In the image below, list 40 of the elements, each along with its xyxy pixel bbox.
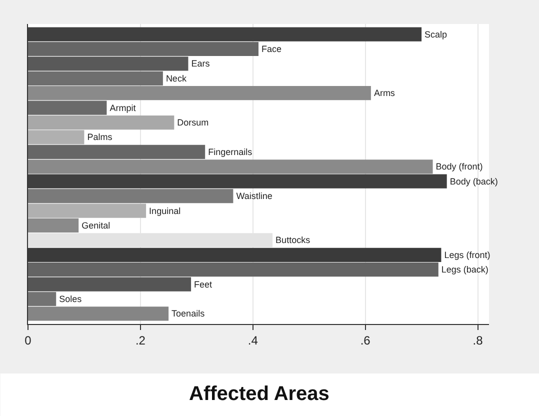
y-tick-label: Soles [59, 294, 82, 304]
y-tick-label: Buttocks [276, 235, 311, 246]
x-tick-label: .8 [472, 333, 484, 348]
bar [28, 292, 56, 306]
y-tick-label: Toenails [172, 308, 206, 319]
y-tick-label: Armpit [110, 102, 136, 113]
y-tick-label: Dorsum [177, 118, 209, 128]
y-tick-label: Genital [82, 220, 110, 230]
bar [28, 218, 79, 233]
bar [28, 204, 146, 218]
y-tick-label: Scalp [424, 29, 448, 40]
y-tick-label: Arms [374, 88, 396, 98]
y-tick-label: Body (back) [450, 176, 498, 186]
bar [28, 306, 169, 321]
bar [28, 86, 371, 100]
bar [28, 277, 192, 292]
y-tick-label: Body (front) [436, 162, 483, 172]
bar [28, 56, 188, 71]
y-tick-label: Waistline [236, 191, 272, 202]
y-tick-label: Face [262, 44, 282, 54]
y-tick-label: Neck [166, 73, 187, 84]
x-tick-label: 0 [24, 333, 32, 348]
x-tick-label: .6 [360, 333, 371, 348]
x-tick-label: .2 [135, 333, 146, 348]
y-tick-label: Legs (back) [441, 264, 488, 275]
y-tick-label: Ears [191, 58, 210, 69]
y-tick-label: Feet [194, 279, 213, 290]
y-tick-label: Palms [87, 132, 113, 142]
bar [28, 160, 433, 174]
bar [28, 71, 163, 86]
bar [28, 262, 438, 277]
y-tick-label: Inguinal [149, 206, 181, 216]
bar [28, 144, 206, 159]
bar [28, 100, 107, 115]
y-tick-label: Legs (front) [444, 250, 490, 260]
bar [28, 189, 234, 204]
bar [28, 42, 258, 56]
text: Affected Areas [189, 383, 330, 405]
x-tick-label: .4 [248, 333, 258, 348]
y-tick-label: Fingernails [208, 146, 253, 157]
